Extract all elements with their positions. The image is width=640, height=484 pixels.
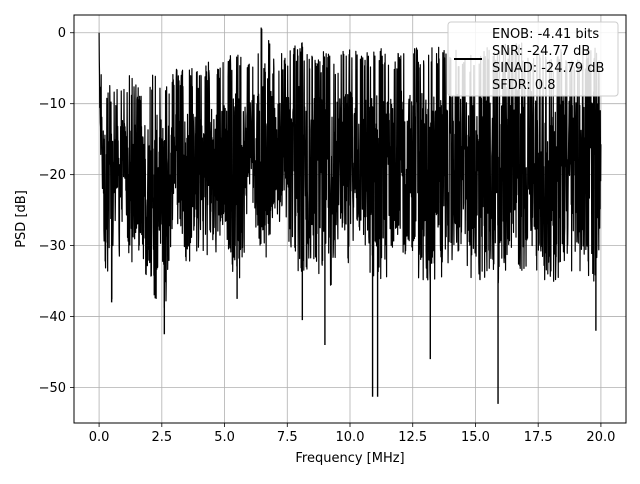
y-tick-label: −40 (39, 310, 66, 325)
y-tick-label: −10 (39, 97, 66, 112)
y-tick-label: −20 (39, 168, 66, 183)
tick-layer: 0.0 2.5 5.0 7.5 10.0 12.5 15.0 17.5 20.0 0 −10 −20 −… (39, 26, 616, 445)
x-tick-label: 10.0 (336, 430, 365, 445)
x-tick-label: 12.5 (398, 430, 427, 445)
x-tick-label: 0.0 (89, 430, 110, 445)
x-axis-label: Frequency [MHz] (295, 451, 404, 466)
y-tick-label: 0 (58, 26, 66, 41)
legend: ENOB: -4.41 bits SNR: -24.77 dB SINAD: -… (447, 21, 619, 97)
legend-entry-sinad: SINAD: -24.79 dB (492, 61, 604, 76)
x-tick-label: 15.0 (461, 430, 490, 445)
legend-entry-sfdr: SFDR: 0.8 (492, 78, 556, 93)
legend-entry-enob: ENOB: -4.41 bits (492, 27, 599, 42)
x-tick-label: 7.5 (277, 430, 298, 445)
x-tick-label: 20.0 (586, 430, 615, 445)
y-tick-label: −50 (39, 381, 66, 396)
legend-entry-snr: SNR: -24.77 dB (492, 44, 590, 59)
y-tick-label: −30 (39, 239, 66, 254)
legend-box (447, 21, 619, 97)
x-tick-label: 17.5 (524, 430, 553, 445)
x-tick-label: 5.0 (214, 430, 235, 445)
x-tick-label: 2.5 (151, 430, 172, 445)
y-axis-label: PSD [dB] (14, 190, 29, 248)
